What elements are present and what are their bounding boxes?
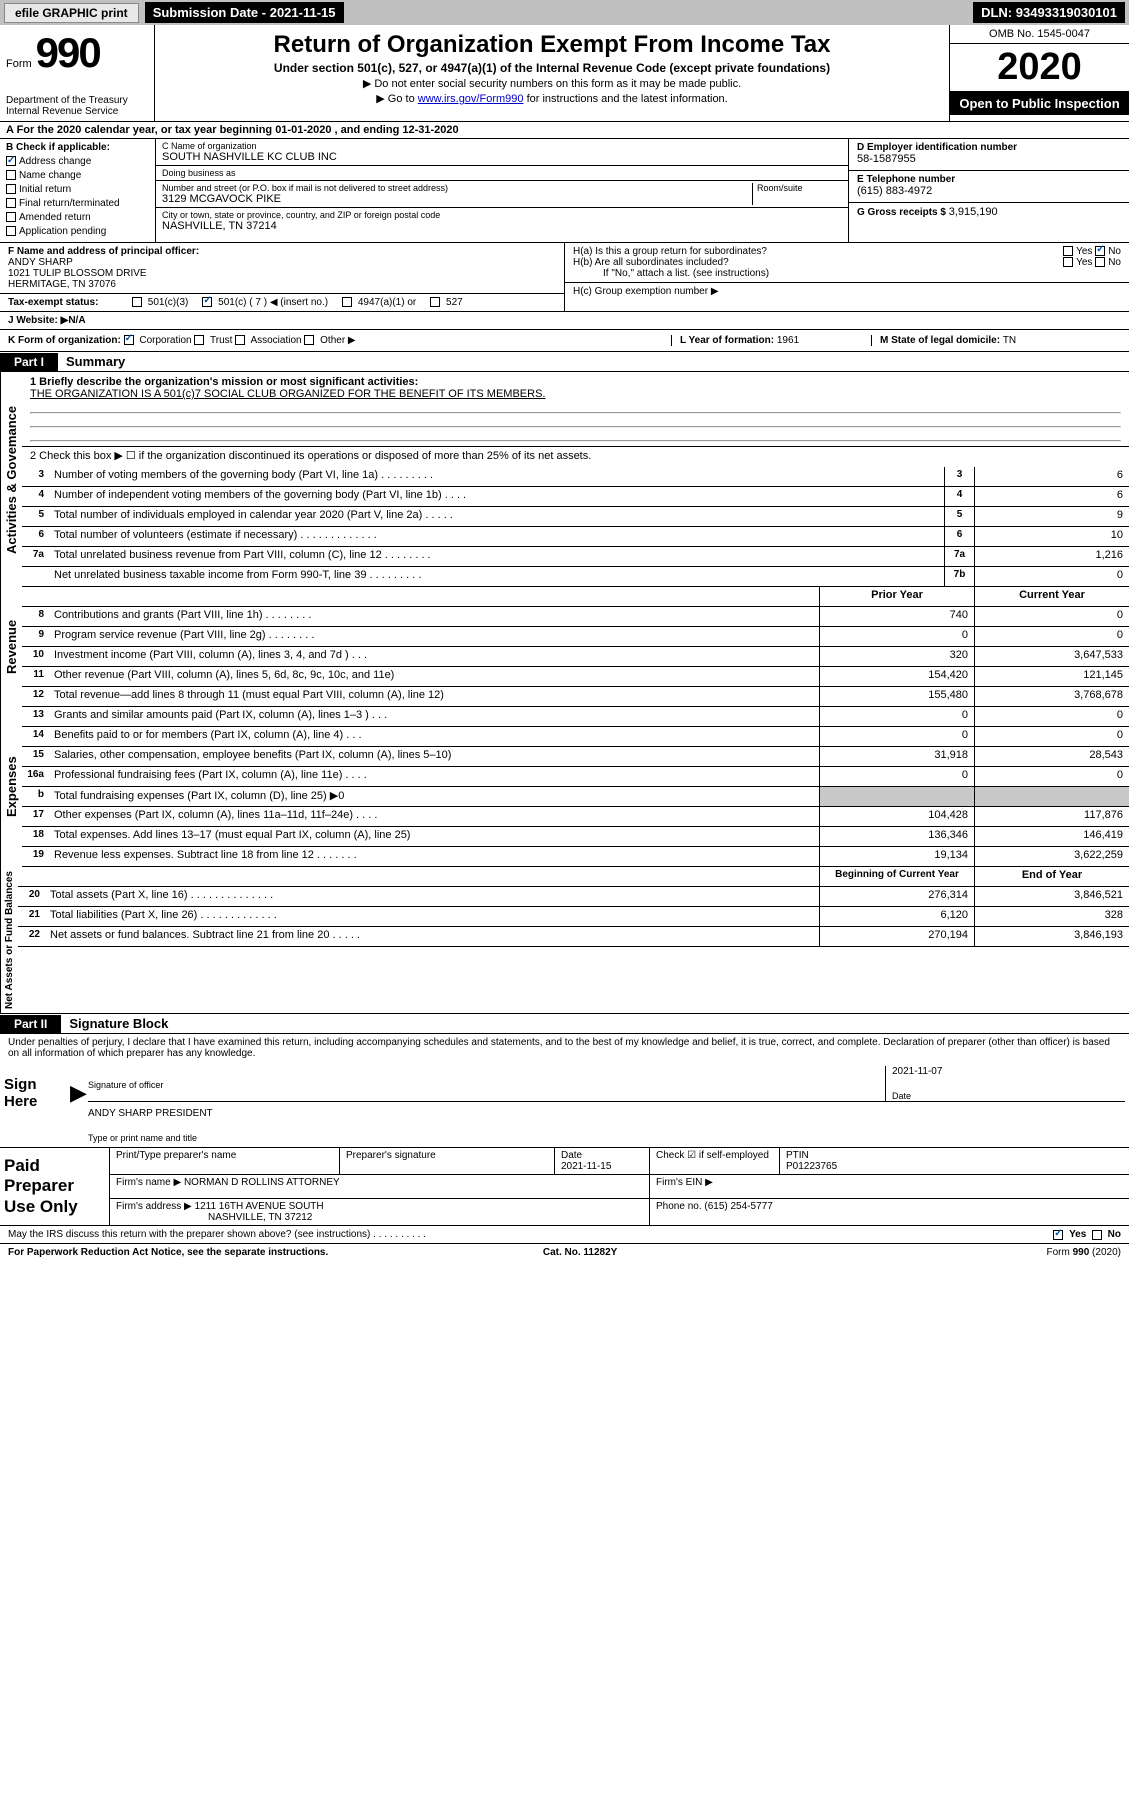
section-b-through-g: B Check if applicable: Address change Na… [0, 139, 1129, 243]
footer: For Paperwork Reduction Act Notice, see … [0, 1244, 1129, 1261]
vlabel-expenses: Expenses [0, 707, 22, 867]
part2-header: Part IISignature Block [0, 1014, 1129, 1034]
street-address: 3129 MCGAVOCK PIKE [162, 193, 752, 205]
h-b: H(b) Are all subordinates included? Yes … [573, 257, 1121, 268]
efile-label[interactable]: efile GRAPHIC print [4, 3, 139, 23]
chk-corp[interactable]: Corporation [124, 335, 192, 346]
officer-name: ANDY SHARP [8, 257, 556, 268]
h-note: If "No," attach a list. (see instruction… [573, 268, 1121, 279]
firm-name: NORMAN D ROLLINS ATTORNEY [184, 1177, 340, 1188]
gross-label: G Gross receipts $ [857, 207, 949, 218]
dln: DLN: 93493319030101 [973, 2, 1125, 23]
form-number: 990 [36, 29, 100, 77]
tax-year: 2020 [950, 44, 1129, 92]
header-note2: ▶ Go to www.irs.gov/Form990 for instruct… [161, 92, 943, 105]
signer-name: ANDY SHARP PRESIDENT [88, 1102, 213, 1119]
dba-label: Doing business as [162, 168, 842, 178]
chk-app-pending[interactable]: Application pending [6, 225, 149, 239]
h-a: H(a) Is this a group return for subordin… [573, 246, 1121, 257]
gross-value: 3,915,190 [949, 206, 998, 218]
tel-label: E Telephone number [857, 174, 1121, 185]
chk-501c[interactable]: 501(c) ( 7 ) ◀ (insert no.) [202, 297, 328, 308]
tel-value: (615) 883-4972 [857, 185, 1121, 197]
line-a: A For the 2020 calendar year, or tax yea… [0, 122, 1129, 139]
top-bar: efile GRAPHIC print Submission Date - 20… [0, 0, 1129, 25]
year-formation: 1961 [777, 335, 799, 346]
chk-4947[interactable]: 4947(a)(1) or [342, 297, 416, 308]
org-name-label: C Name of organization [162, 141, 842, 151]
chk-527[interactable]: 527 [430, 297, 462, 308]
open-inspection: Open to Public Inspection [950, 92, 1129, 115]
mission-text: THE ORGANIZATION IS A 501(c)7 SOCIAL CLU… [30, 388, 545, 400]
summary-governance: Activities & Govemance 1 Briefly describ… [0, 372, 1129, 587]
status-label: Tax-exempt status: [8, 297, 118, 308]
chk-name-change[interactable]: Name change [6, 169, 149, 183]
chk-501c3[interactable]: 501(c)(3) [132, 297, 188, 308]
chk-trust[interactable]: Trust [194, 335, 232, 346]
firm-addr2: NASHVILLE, TN 37212 [116, 1212, 312, 1223]
irs-link[interactable]: www.irs.gov/Form990 [418, 93, 524, 105]
submission-date: Submission Date - 2021-11-15 [145, 2, 344, 23]
form-word: Form [6, 58, 32, 70]
state-domicile: TN [1003, 335, 1016, 346]
chk-final-return[interactable]: Final return/terminated [6, 197, 149, 211]
vlabel-net: Net Assets or Fund Balances [0, 867, 18, 1013]
room-label: Room/suite [757, 183, 842, 193]
officer-addr1: 1021 TULIP BLOSSOM DRIVE [8, 268, 556, 279]
chk-other[interactable]: Other ▶ [304, 335, 355, 346]
header-note1: ▶ Do not enter social security numbers o… [161, 77, 943, 90]
header-subtitle: Under section 501(c), 527, or 4947(a)(1)… [161, 61, 943, 75]
omb-number: OMB No. 1545-0047 [950, 25, 1129, 44]
city-label: City or town, state or province, country… [162, 210, 842, 220]
addr-label: Number and street (or P.O. box if mail i… [162, 183, 752, 193]
chk-address-change[interactable]: Address change [6, 155, 149, 169]
officer-label: F Name and address of principal officer: [8, 246, 556, 257]
row-website: J Website: ▶ N/A [0, 312, 1129, 330]
dept-label: Department of the Treasury Internal Reve… [6, 95, 148, 117]
section-f-h: F Name and address of principal officer:… [0, 243, 1129, 312]
col-b-header: B Check if applicable: [6, 142, 149, 153]
ein-value: 58-1587955 [857, 153, 1121, 165]
chk-initial-return[interactable]: Initial return [6, 183, 149, 197]
discuss-row: May the IRS discuss this return with the… [0, 1226, 1129, 1244]
vlabel-revenue: Revenue [0, 587, 22, 707]
firm-phone: (615) 254-5777 [704, 1201, 772, 1212]
perjury-text: Under penalties of perjury, I declare th… [0, 1034, 1129, 1062]
org-name: SOUTH NASHVILLE KC CLUB INC [162, 151, 842, 163]
firm-addr1: 1211 16TH AVENUE SOUTH [195, 1201, 324, 1212]
h-c: H(c) Group exemption number ▶ [565, 282, 1129, 300]
ptin: P01223765 [786, 1161, 837, 1172]
city-state-zip: NASHVILLE, TN 37214 [162, 220, 842, 232]
ein-label: D Employer identification number [857, 142, 1121, 153]
vlabel-governance: Activities & Govemance [0, 372, 22, 587]
chk-amended[interactable]: Amended return [6, 211, 149, 225]
officer-addr2: HERMITAGE, TN 37076 [8, 279, 556, 290]
page-title: Return of Organization Exempt From Incom… [161, 31, 943, 59]
form-header: Form 990 Department of the Treasury Inter… [0, 25, 1129, 122]
summary-revenue: Revenue Prior YearCurrent Year 8Contribu… [0, 587, 1129, 707]
sign-here: Sign Here ▶ Signature of officer2021-11-… [0, 1062, 1129, 1147]
paid-preparer: Paid Preparer Use Only Print/Type prepar… [0, 1147, 1129, 1225]
summary-expenses: Expenses 13Grants and similar amounts pa… [0, 707, 1129, 867]
row-k: K Form of organization: Corporation Trus… [0, 330, 1129, 352]
chk-assoc[interactable]: Association [235, 335, 301, 346]
summary-net: Net Assets or Fund Balances Beginning of… [0, 867, 1129, 1014]
part1-header: Part ISummary [0, 352, 1129, 372]
